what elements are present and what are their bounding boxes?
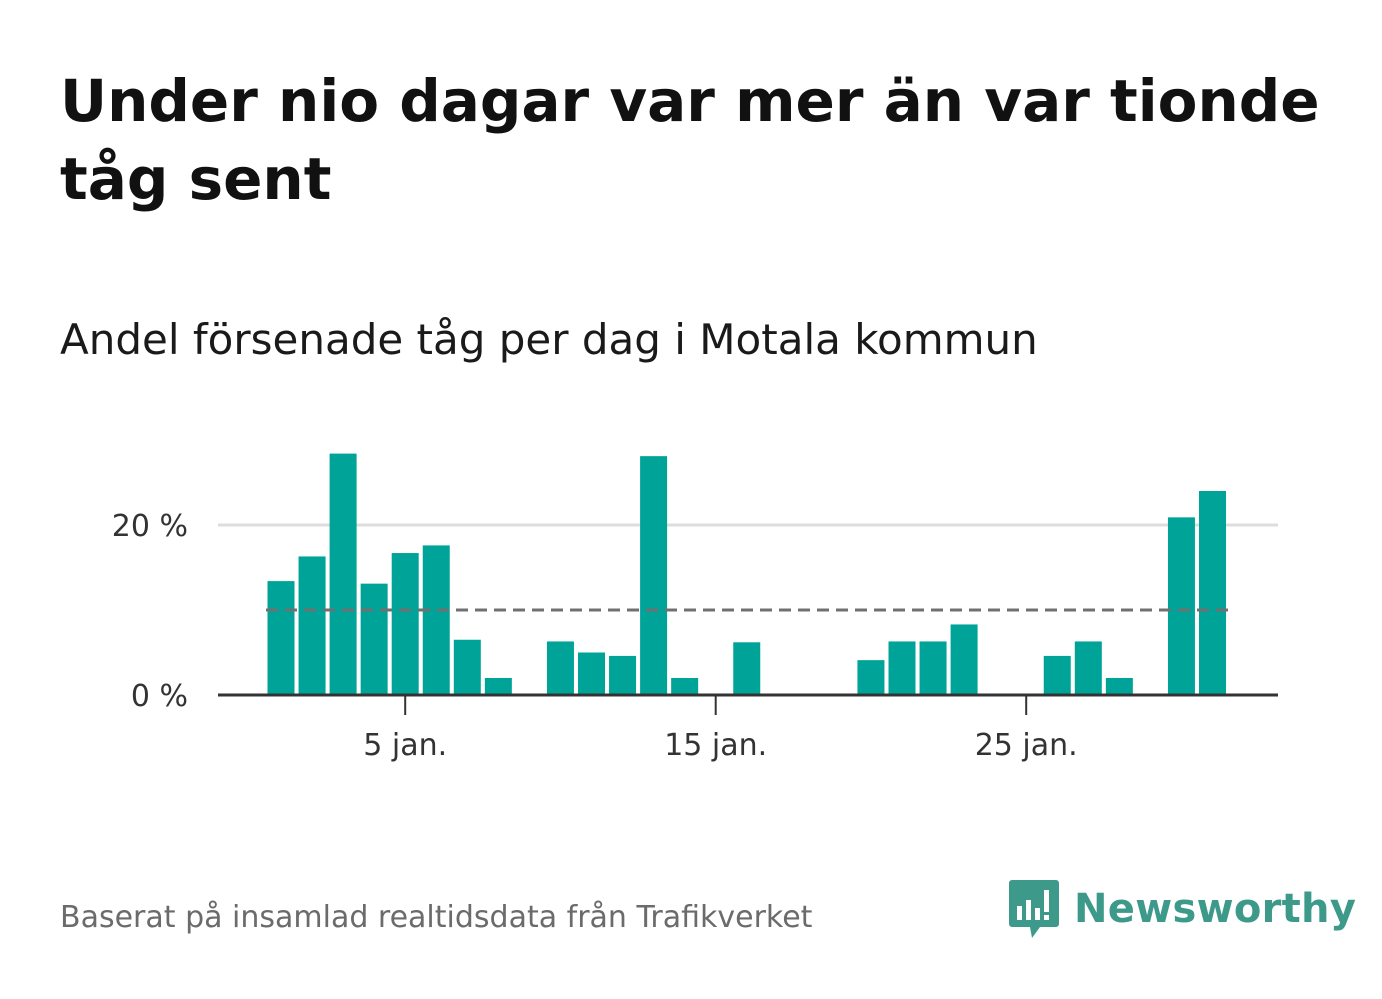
chart-title: Under nio dagar var mer än var tionde tå… — [60, 67, 1320, 213]
bar-chart: 0 % 20 % 5 jan. 15 jan. 25 jan. — [112, 453, 1278, 763]
bar — [609, 655, 637, 695]
bar — [578, 652, 605, 695]
bar — [391, 553, 419, 695]
bar-chart-speech-bubble-icon — [1009, 880, 1059, 938]
bar — [267, 581, 295, 695]
bar — [453, 639, 481, 695]
bar — [857, 660, 885, 695]
bar — [1043, 655, 1071, 695]
bars — [267, 453, 1226, 695]
source-note: Baserat på insamlad realtidsdata från Tr… — [60, 900, 813, 935]
bar — [360, 583, 388, 695]
brand-name: Newsworthy — [1074, 886, 1357, 932]
bar — [1105, 678, 1133, 695]
chart-subtitle: Andel försenade tåg per dag i Motala kom… — [60, 315, 1038, 364]
y-tick-label: 0 % — [131, 679, 188, 714]
bar — [1199, 491, 1226, 695]
bar — [640, 456, 668, 695]
bar — [422, 545, 450, 695]
bar — [950, 624, 978, 695]
x-axis-ticks: 5 jan. 15 jan. 25 jan. — [363, 695, 1078, 763]
bar — [484, 678, 512, 695]
bar — [329, 453, 357, 695]
bar — [298, 556, 326, 695]
y-axis-labels: 0 % 20 % — [112, 509, 188, 714]
bar — [733, 642, 761, 695]
x-tick-label: 25 jan. — [975, 728, 1078, 763]
bar — [919, 641, 947, 695]
bar — [671, 678, 699, 695]
x-tick-label: 5 jan. — [363, 728, 447, 763]
bar — [888, 641, 916, 695]
bar — [1167, 517, 1195, 695]
bar — [1074, 641, 1102, 695]
brand-logo: Newsworthy — [1008, 876, 1356, 942]
bar — [546, 641, 574, 695]
y-tick-label: 20 % — [112, 509, 188, 544]
x-tick-label: 15 jan. — [664, 728, 767, 763]
